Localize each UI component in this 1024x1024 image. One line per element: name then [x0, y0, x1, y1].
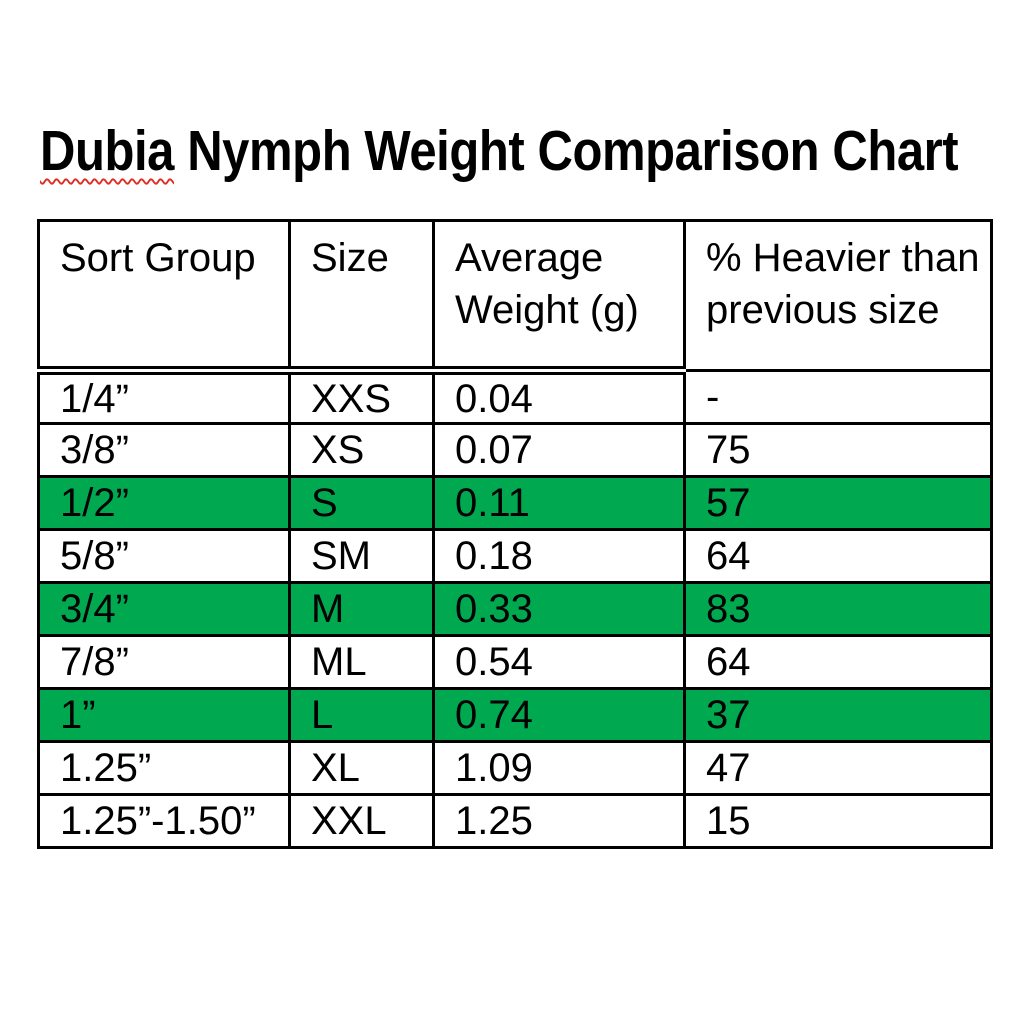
cell-average-weight: 0.18: [432, 528, 686, 584]
cell-pct-heavier: 75: [683, 422, 993, 478]
cell-sort-group: 3/8”: [37, 422, 291, 478]
cell-size: L: [288, 687, 435, 743]
cell-average-weight: 1.09: [432, 740, 686, 796]
cell-sort-group: 1”: [37, 687, 291, 743]
cell-pct-heavier: 64: [683, 634, 993, 690]
header-size: Size: [288, 219, 435, 375]
cell-size: XS: [288, 422, 435, 478]
title-word-misspelled: Dubia: [40, 119, 175, 183]
cell-size: XL: [288, 740, 435, 796]
cell-sort-group: 5/8”: [37, 528, 291, 584]
cell-size: XXS: [288, 369, 435, 425]
cell-average-weight: 0.54: [432, 634, 686, 690]
cell-pct-heavier: 83: [683, 581, 993, 637]
cell-average-weight: 0.33: [432, 581, 686, 637]
cell-pct-heavier: 47: [683, 740, 993, 796]
cell-size: M: [288, 581, 435, 637]
cell-size: SM: [288, 528, 435, 584]
table-row: 1/2” S 0.11 57: [37, 475, 993, 531]
header-sort-group: Sort Group: [37, 219, 291, 375]
header-row: Sort Group Size Average Weight (g) % Hea…: [37, 219, 993, 375]
cell-size: S: [288, 475, 435, 531]
table-row: 1.25”-1.50” XXL 1.25 15: [37, 793, 993, 849]
cell-sort-group: 3/4”: [37, 581, 291, 637]
table-row: 1.25” XL 1.09 47: [37, 740, 993, 796]
cell-pct-heavier: 57: [683, 475, 993, 531]
cell-average-weight: 1.25: [432, 793, 686, 849]
table-row: 1” L 0.74 37: [37, 687, 993, 743]
cell-sort-group: 1.25”: [37, 740, 291, 796]
cell-size: XXL: [288, 793, 435, 849]
header-average-weight: Average Weight (g): [432, 219, 686, 375]
table-row: 7/8” ML 0.54 64: [37, 634, 993, 690]
table-row: 3/4” M 0.33 83: [37, 581, 993, 637]
header-pct-heavier: % Heavier than previous size: [683, 219, 993, 372]
cell-sort-group: 1/4”: [37, 369, 291, 425]
cell-pct-heavier: 15: [683, 793, 993, 849]
cell-pct-heavier: 37: [683, 687, 993, 743]
cell-sort-group: 7/8”: [37, 634, 291, 690]
cell-sort-group: 1/2”: [37, 475, 291, 531]
cell-pct-heavier: 64: [683, 528, 993, 584]
table-row: 3/8” XS 0.07 75: [37, 422, 993, 478]
cell-average-weight: 0.11: [432, 475, 686, 531]
weight-comparison-table: Sort Group Size Average Weight (g) % Hea…: [37, 219, 993, 849]
page-title: Dubia Nymph Weight Comparison Chart: [40, 118, 959, 184]
cell-average-weight: 0.74: [432, 687, 686, 743]
title-rest: Nymph Weight Comparison Chart: [174, 119, 959, 183]
table-row: 5/8” SM 0.18 64: [37, 528, 993, 584]
table-row: 1/4” XXS 0.04 -: [37, 369, 993, 425]
cell-sort-group: 1.25”-1.50”: [37, 793, 291, 849]
cell-average-weight: 0.04: [432, 369, 686, 425]
cell-size: ML: [288, 634, 435, 690]
cell-pct-heavier: -: [683, 369, 993, 425]
cell-average-weight: 0.07: [432, 422, 686, 478]
